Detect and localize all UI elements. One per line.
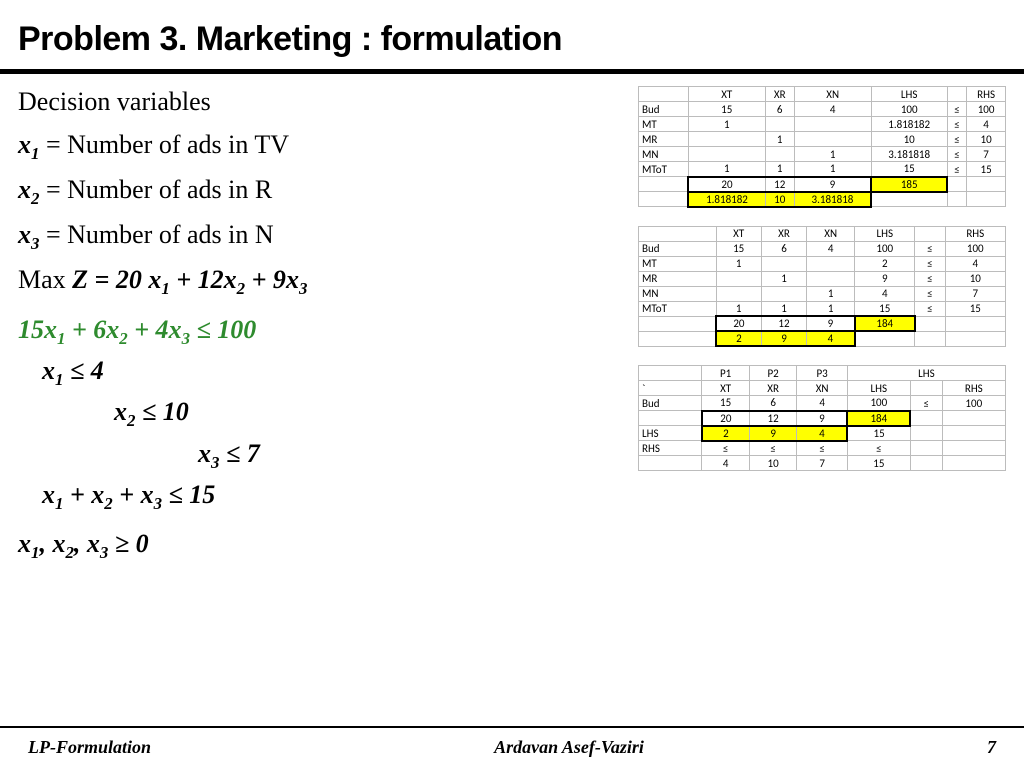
var-def-1: x1 = Number of ads in TV xyxy=(18,129,628,164)
table-3: P1P2P3LHS`XTXRXNLHSRHSBud1564100≤1002012… xyxy=(638,365,1006,471)
table-1: XTXRXNLHSRHSBud1564100≤100MT11.818182≤4M… xyxy=(638,86,1006,208)
footer-right: 7 xyxy=(987,737,996,758)
footer-rule xyxy=(0,726,1024,728)
title-rule xyxy=(0,69,1024,74)
constraint-3: x2 ≤ 10 xyxy=(18,396,628,431)
constraint-2: x1 ≤ 4 xyxy=(18,355,628,390)
section-heading: Decision variables xyxy=(18,86,628,119)
footer-center: Ardavan Asef-Vaziri xyxy=(494,737,644,758)
right-column: XTXRXNLHSRHSBud1564100≤100MT11.818182≤4M… xyxy=(628,86,1006,574)
obj-prefix: Max xyxy=(18,265,72,294)
footer-left: LP-Formulation xyxy=(28,737,151,758)
objective: Max Z = 20 x1 + 12x2 + 9x3 xyxy=(18,264,628,299)
var-def-2: x2 = Number of ads in R xyxy=(18,174,628,209)
slide-title: Problem 3. Marketing : formulation xyxy=(0,0,1024,69)
constraint-4: x3 ≤ 7 xyxy=(18,438,628,473)
constraint-1: 15x1 + 6x2 + 4x3 ≤ 100 xyxy=(18,314,628,349)
table-2: XTXRXNLHSRHSBud1564100≤100MT12≤4MR19≤10M… xyxy=(638,226,1006,348)
nonneg: x1, x2, x3 ≥ 0 xyxy=(18,528,628,563)
constraints: 15x1 + 6x2 + 4x3 ≤ 100 x1 ≤ 4 x2 ≤ 10 x3 ≤ … xyxy=(18,314,628,515)
left-column: Decision variables x1 = Number of ads in… xyxy=(18,86,628,574)
var-def-3: x3 = Number of ads in N xyxy=(18,219,628,254)
constraint-5: x1 + x2 + x3 ≤ 15 xyxy=(18,479,628,514)
footer: LP-Formulation Ardavan Asef-Vaziri 7 xyxy=(0,737,1024,758)
obj-expr: Z = 20 x1 + 12x2 + 9x3 xyxy=(72,265,307,294)
